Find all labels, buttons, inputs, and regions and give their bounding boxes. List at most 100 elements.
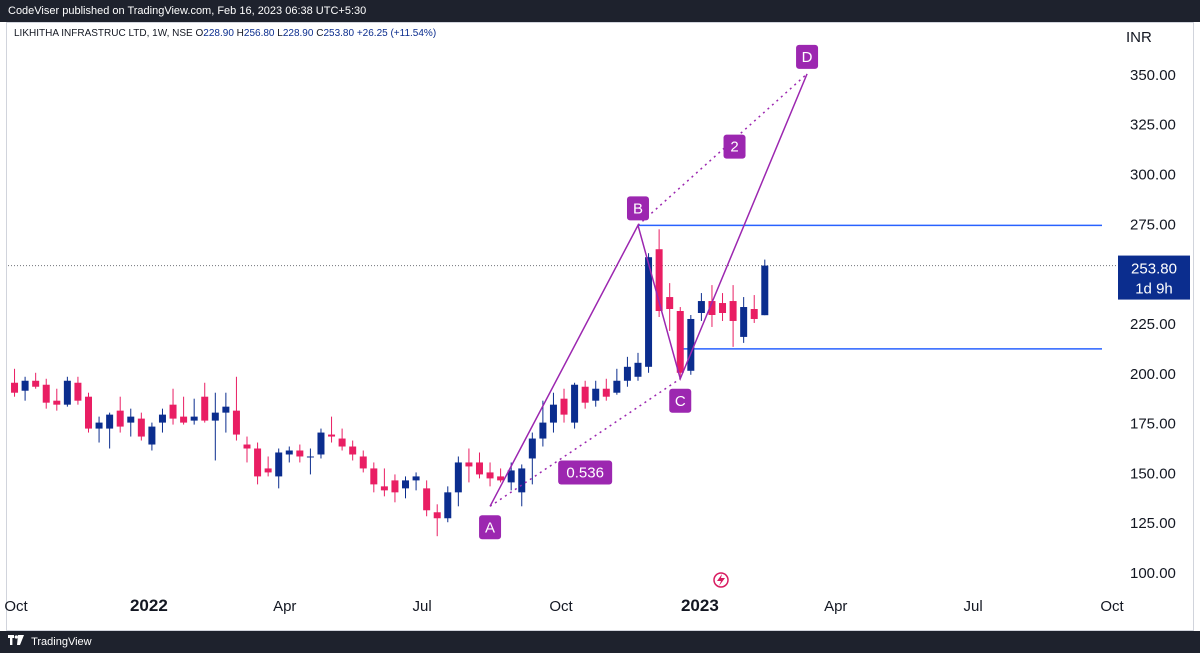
price-axis[interactable]: INR 100.00 125.00 150.00 175.00 200.00 225.00 2… [1118,29,1190,582]
point-a-label[interactable]: A [485,519,495,536]
candle-body [750,309,758,319]
candle-body [243,444,251,449]
high-value: 256.80 [243,28,275,39]
candle-body [317,432,325,455]
x-tick-label: Oct [4,598,28,615]
candle-body [549,404,557,423]
candle-body [444,492,452,519]
x-tick-label: Apr [273,598,296,615]
candle-body [412,476,420,481]
candle-body [180,416,188,423]
event-lightning-icon[interactable] [713,572,729,588]
tradingview-logo-icon [8,631,24,653]
candle-body [666,297,674,310]
pattern-legs[interactable] [489,73,808,507]
last-price-value: 253.80 [1131,261,1177,278]
y-tick-label: 200.00 [1130,366,1176,383]
candle-body [158,414,166,423]
event-lightning-bolt [717,574,725,586]
y-tick-label: 150.00 [1130,465,1176,482]
candle-body [254,448,262,477]
y-tick-label: 325.00 [1130,117,1176,134]
candle-body [423,488,431,511]
x-tick-label: Apr [824,598,847,615]
open-value: 228.90 [203,28,234,39]
candle-body [708,301,716,315]
chart-extras [713,572,729,588]
candle-body [465,462,473,467]
last-price-tag[interactable] [1118,255,1190,300]
candle-body [645,257,653,367]
pattern-ratio-line-ac[interactable] [489,378,681,507]
candle-body [306,456,314,458]
pattern-ratio-line-bd[interactable] [637,73,808,226]
candle-body [370,468,378,485]
candle-body [285,450,293,455]
low-value: 228.90 [282,28,314,39]
x-tick-label: 2023 [681,596,719,615]
candle-body [169,404,177,419]
horizontal-lines[interactable] [8,224,1116,350]
candle-body [211,412,219,421]
x-tick-label: 2022 [130,596,168,615]
ratio-bd-label-box[interactable] [723,134,746,159]
candle-body [655,249,663,312]
candle-body [222,406,230,413]
y-tick-label: 175.00 [1130,416,1176,433]
close-value: 253.80 [323,28,355,39]
y-tick-label: 300.00 [1130,167,1176,184]
ratio-ac-label[interactable]: 0.536 [566,465,604,482]
point-a-label-box[interactable] [479,515,502,540]
countdown-value: 1d 9h [1135,281,1173,298]
point-c-label[interactable]: C [675,393,686,410]
point-b-label[interactable]: B [633,200,643,217]
candle-body [32,380,40,387]
ratio-ac-label-box[interactable] [558,460,613,485]
candle-body [687,318,695,371]
close-label: C [316,28,324,39]
point-d-label[interactable]: D [802,49,813,66]
candle-body [116,410,124,427]
y-tick-label: 225.00 [1130,316,1176,333]
candle-body [581,386,589,403]
point-d-label-box[interactable] [796,44,819,69]
candle-body [148,426,156,445]
candle-body [528,438,536,459]
candle-body [740,307,748,337]
abcd-pattern[interactable]: A B C D 0.536 2 [479,44,819,540]
candle-body [571,384,579,423]
point-b-label-box[interactable] [626,196,649,221]
candle-body [676,311,684,373]
currency-label: INR [1126,29,1152,46]
candle-body [507,470,515,483]
candles [11,229,769,537]
candle-body [433,512,441,519]
point-c-label-box[interactable] [669,388,692,413]
x-tick-label: Jul [413,598,432,615]
x-tick-label: Oct [1100,598,1124,615]
symbol-legend: LIKHITHA INFRASTRUC LTD, 1W, NSE O228.90… [14,28,436,39]
candle-body [21,380,29,391]
y-tick-label: 100.00 [1130,565,1176,582]
candle-body [518,468,526,493]
candle-body [761,265,769,316]
candle-body [402,480,410,489]
footer-bar: TradingView [0,631,1200,653]
candle-body [539,422,547,439]
candle-body [634,362,642,377]
candle-body [106,414,114,429]
candle-body [11,382,19,393]
candle-body [454,462,462,493]
candle-body [697,301,705,313]
candle-body [729,301,737,321]
y-tick-label: 125.00 [1130,515,1176,532]
candle-body [201,396,209,421]
open-label: O [195,28,204,39]
y-tick-label: 275.00 [1130,216,1176,233]
ratio-bd-label[interactable]: 2 [730,139,738,156]
time-axis[interactable]: Oct 2022 Apr Jul Oct 2023 Apr Jul Oct [4,596,1124,615]
candle-body [560,398,568,415]
candle-body [264,468,272,473]
chart-panel[interactable] [6,22,1194,631]
